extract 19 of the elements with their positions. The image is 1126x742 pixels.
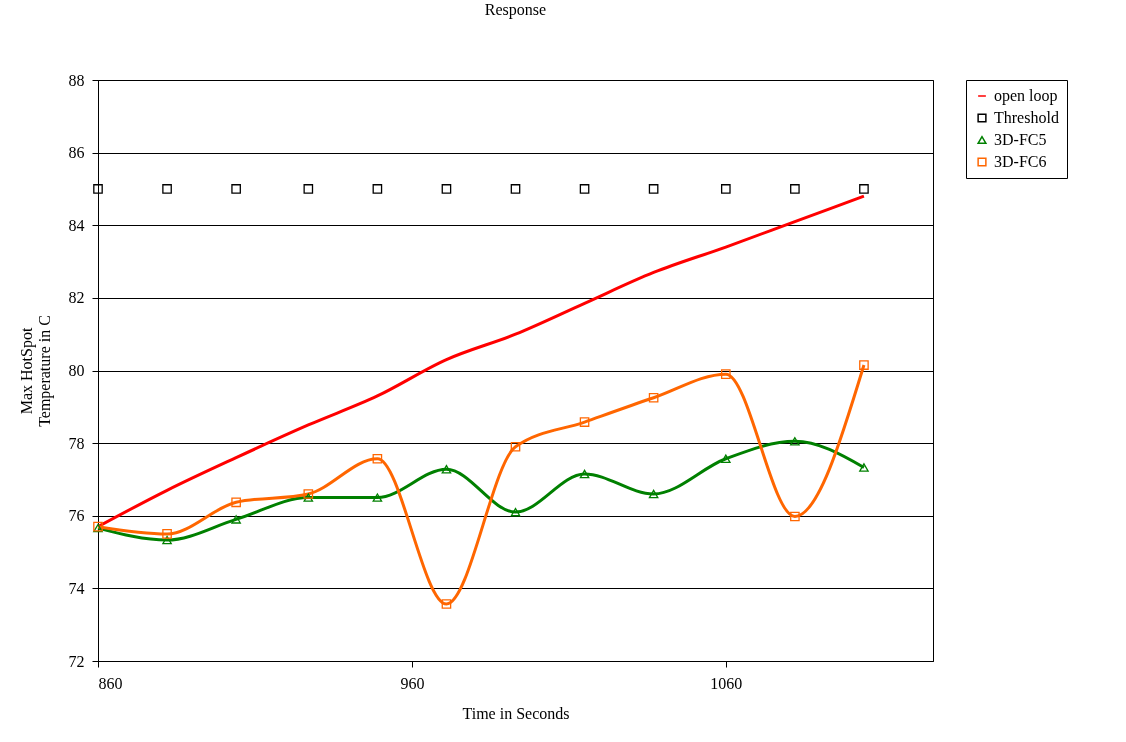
x-tick-label: 1060 xyxy=(710,674,743,692)
y-tick-label: 80 xyxy=(68,362,85,379)
y-axis-title: Max HotSpot Temperature in C xyxy=(17,315,54,427)
y-tick-label: 78 xyxy=(68,434,85,452)
legend-label: 3D-FC6 xyxy=(994,153,1047,170)
y-tick-label: 72 xyxy=(68,652,85,670)
x-axis-title: Time in Seconds xyxy=(462,704,570,722)
y-tick-label: 76 xyxy=(68,507,85,525)
x-tick-label: 960 xyxy=(400,674,425,692)
legend-label: 3D-FC5 xyxy=(994,131,1047,148)
x-tick-label: 860 xyxy=(98,674,123,692)
legend-label: open loop xyxy=(994,87,1058,105)
y-tick-label: 82 xyxy=(68,289,85,307)
y-tick-label: 74 xyxy=(68,579,85,597)
legend-label: Threshold xyxy=(994,109,1059,126)
y-tick-label: 84 xyxy=(68,216,85,234)
y-tick-label: 86 xyxy=(68,144,85,162)
y-tick-label: 88 xyxy=(68,71,85,89)
chart-title: Response xyxy=(484,1,547,19)
